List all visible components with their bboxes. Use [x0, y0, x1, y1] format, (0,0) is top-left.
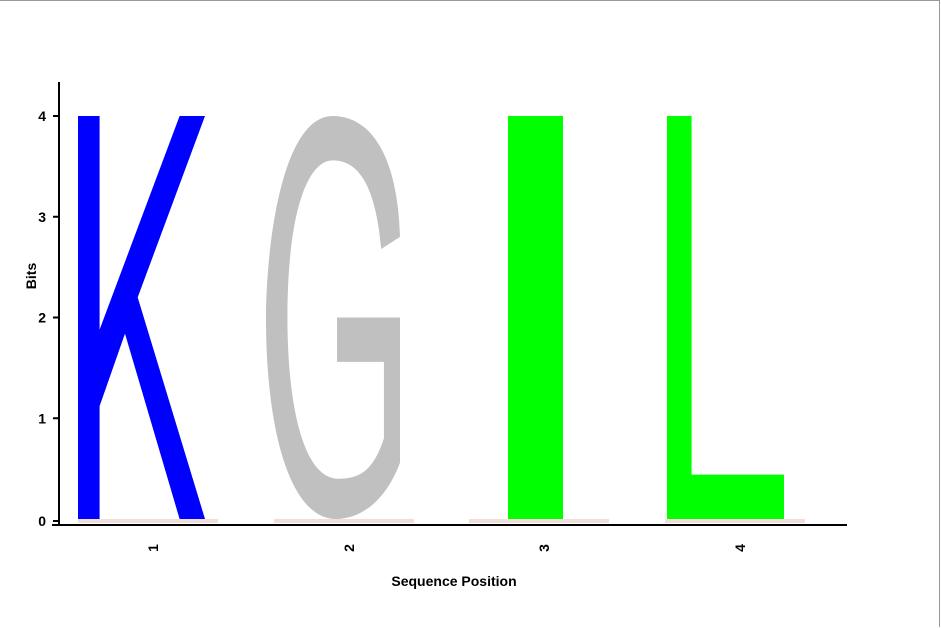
y-tick-label: 4: [38, 108, 46, 124]
logo-letter-g: [266, 116, 400, 519]
logo-letters: [78, 116, 805, 523]
y-tick-label: 0: [38, 513, 46, 529]
y-tick-label: 1: [38, 410, 46, 426]
y-axis-ticks: 0 1 2 3 4: [38, 108, 59, 529]
x-axis-ticks: 1 2 3 4: [145, 544, 748, 552]
x-tick-label: 2: [341, 544, 357, 552]
residual-letters: [665, 519, 805, 523]
residual-letters: [469, 519, 609, 523]
y-tick-label: 2: [38, 310, 46, 326]
x-tick-label: 3: [536, 544, 552, 552]
residual-letters: [78, 519, 218, 523]
logo-letter-l: [667, 116, 784, 519]
x-axis-label: Sequence Position: [391, 573, 516, 589]
y-axis-label: Bits: [23, 263, 39, 290]
logo-letter-k: [78, 116, 205, 519]
x-tick-label: 1: [145, 544, 161, 552]
logo-letter-i: [508, 116, 563, 519]
y-tick-label: 3: [38, 209, 46, 225]
x-tick-label: 4: [732, 544, 748, 552]
residual-letters: [274, 519, 414, 523]
